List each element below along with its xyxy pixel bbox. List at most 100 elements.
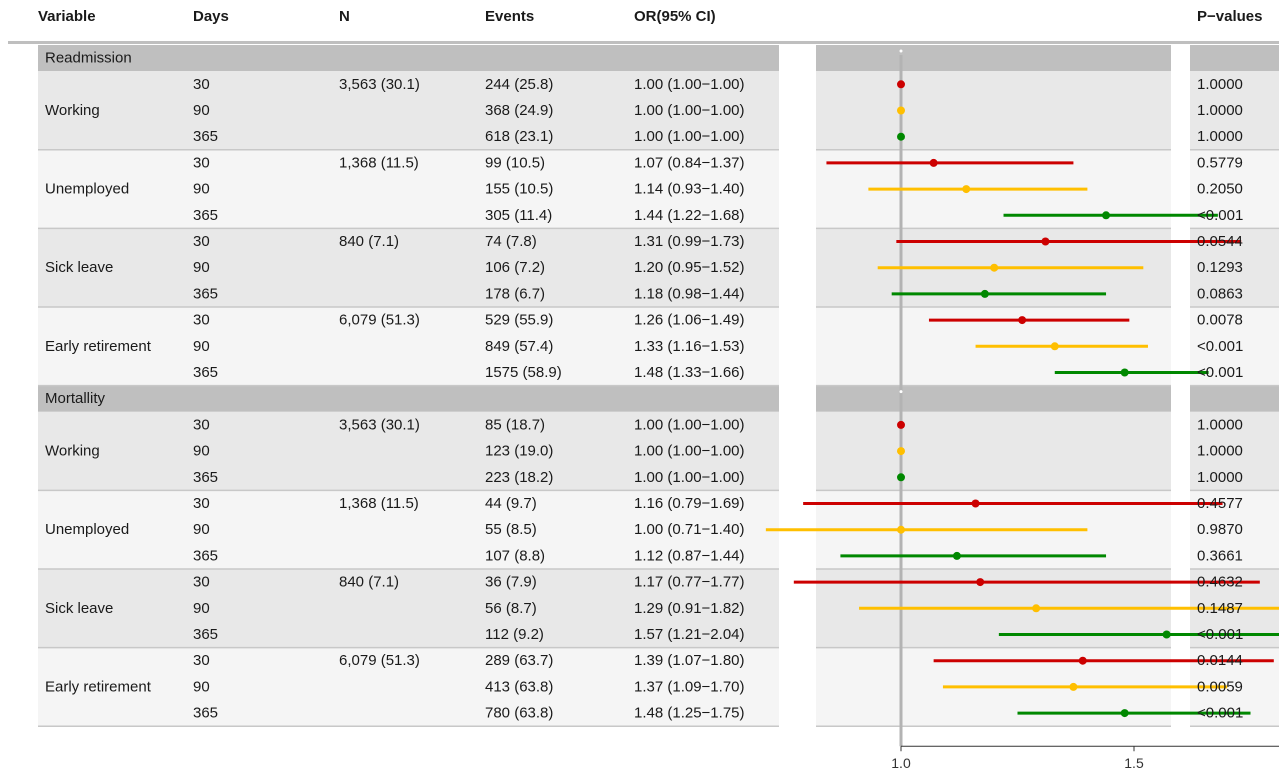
or-ci-cell: 1.57 (1.21−2.04) — [634, 626, 745, 643]
p-value-cell: 0.0059 — [1197, 678, 1243, 695]
p-value-cell: <0.001 — [1197, 626, 1243, 643]
p-value-cell: 0.1487 — [1197, 600, 1243, 617]
days-cell: 90 — [193, 181, 210, 198]
n-cell: 1,368 (11.5) — [339, 154, 419, 171]
group-band — [38, 307, 779, 386]
variable-label: Early retirement — [45, 338, 152, 355]
point-estimate — [1069, 682, 1078, 691]
p-value-cell: 1.0000 — [1197, 128, 1243, 145]
divider-layer — [38, 149, 1279, 727]
or-ci-cell: 1.00 (1.00−1.00) — [634, 102, 745, 119]
section-header-band — [38, 45, 779, 72]
events-cell: 36 (7.9) — [485, 574, 537, 591]
point-estimate — [897, 420, 905, 429]
p-value-cell: 0.4577 — [1197, 495, 1243, 512]
variable-label: Sick leave — [45, 259, 113, 276]
days-cell: 90 — [193, 678, 210, 695]
section-ref-dot — [899, 390, 903, 394]
or-ci-cell: 1.37 (1.09−1.70) — [634, 678, 745, 695]
days-cell: 90 — [193, 521, 210, 538]
n-cell: 1,368 (11.5) — [339, 495, 419, 512]
n-cell: 3,563 (30.1) — [339, 416, 420, 433]
days-cell: 365 — [193, 469, 218, 486]
days-cell: 365 — [193, 705, 218, 722]
group-band — [38, 411, 779, 491]
header-variable: Variable — [38, 8, 96, 25]
group-band — [38, 490, 779, 569]
point-estimate — [897, 132, 905, 141]
events-cell: 106 (7.2) — [485, 259, 545, 276]
point-estimate — [1041, 237, 1050, 246]
p-value-cell: <0.001 — [1197, 338, 1243, 355]
group-band — [38, 149, 779, 229]
n-cell: 3,563 (30.1) — [339, 76, 420, 93]
events-cell: 368 (24.9) — [485, 102, 553, 119]
or-ci-cell: 1.00 (1.00−1.00) — [634, 128, 745, 145]
group-band — [38, 71, 779, 150]
or-ci-cell: 1.33 (1.16−1.53) — [634, 338, 745, 355]
group-band — [38, 228, 779, 307]
group-band — [1190, 71, 1279, 150]
days-cell: 365 — [193, 128, 218, 145]
section-header-band — [38, 385, 779, 412]
days-cell: 30 — [193, 154, 210, 171]
variable-label: Unemployed — [45, 521, 129, 538]
header-n: N — [339, 8, 350, 25]
events-cell: 44 (9.7) — [485, 495, 537, 512]
events-cell: 289 (63.7) — [485, 652, 553, 669]
events-cell: 618 (23.1) — [485, 128, 553, 145]
variable-label: Working — [45, 443, 100, 460]
point-estimate — [1050, 342, 1059, 351]
point-estimate — [897, 525, 905, 534]
marks-layer — [765, 49, 1279, 718]
days-cell: 365 — [193, 364, 218, 381]
days-cell: 30 — [193, 652, 210, 669]
days-cell: 90 — [193, 600, 210, 617]
days-cell: 30 — [193, 312, 210, 329]
or-ci-cell: 1.18 (0.98−1.44) — [634, 285, 745, 302]
events-cell: 780 (63.8) — [485, 705, 553, 722]
background-layer — [38, 45, 1279, 727]
or-ci-cell: 1.00 (0.71−1.40) — [634, 521, 745, 538]
or-ci-cell: 1.17 (0.77−1.77) — [634, 574, 745, 591]
n-cell: 840 (7.1) — [339, 574, 399, 591]
point-estimate — [1018, 316, 1027, 325]
point-estimate — [990, 263, 999, 272]
or-ci-cell: 1.44 (1.22−1.68) — [634, 207, 745, 224]
or-ci-cell: 1.00 (1.00−1.00) — [634, 469, 745, 486]
section-ref-dot — [899, 49, 903, 53]
or-ci-cell: 1.39 (1.07−1.80) — [634, 652, 745, 669]
or-ci-cell: 1.14 (0.93−1.40) — [634, 181, 745, 198]
p-value-cell: 0.1293 — [1197, 259, 1243, 276]
days-cell: 30 — [193, 76, 210, 93]
point-estimate — [897, 80, 905, 89]
header-p-values: P−values — [1197, 8, 1263, 25]
events-cell: 529 (55.9) — [485, 312, 553, 329]
events-cell: 1575 (58.9) — [485, 364, 562, 381]
p-value-cell: 1.0000 — [1197, 102, 1243, 119]
section-title: Mortallity — [45, 390, 106, 407]
p-value-cell: 1.0000 — [1197, 469, 1243, 486]
or-ci-cell: 1.00 (1.00−1.00) — [634, 76, 745, 93]
point-estimate — [1032, 604, 1041, 613]
group-band — [38, 569, 779, 648]
p-value-cell: <0.001 — [1197, 207, 1243, 224]
point-estimate — [976, 578, 985, 587]
days-cell: 365 — [193, 547, 218, 564]
p-value-cell: 0.0144 — [1197, 652, 1243, 669]
events-cell: 107 (8.8) — [485, 547, 545, 564]
header-rule — [8, 41, 1279, 44]
days-cell: 365 — [193, 285, 218, 302]
p-value-cell: 0.5779 — [1197, 154, 1243, 171]
p-value-cell: 1.0000 — [1197, 76, 1243, 93]
point-estimate — [1162, 630, 1171, 639]
section-header-band — [816, 385, 1171, 412]
events-cell: 112 (9.2) — [485, 626, 544, 643]
events-cell: 55 (8.5) — [485, 521, 537, 538]
header-days: Days — [193, 8, 229, 25]
p-value-cell: 0.2050 — [1197, 181, 1243, 198]
point-estimate — [962, 185, 971, 194]
or-ci-cell: 1.48 (1.33−1.66) — [634, 364, 745, 381]
point-estimate — [897, 106, 905, 115]
